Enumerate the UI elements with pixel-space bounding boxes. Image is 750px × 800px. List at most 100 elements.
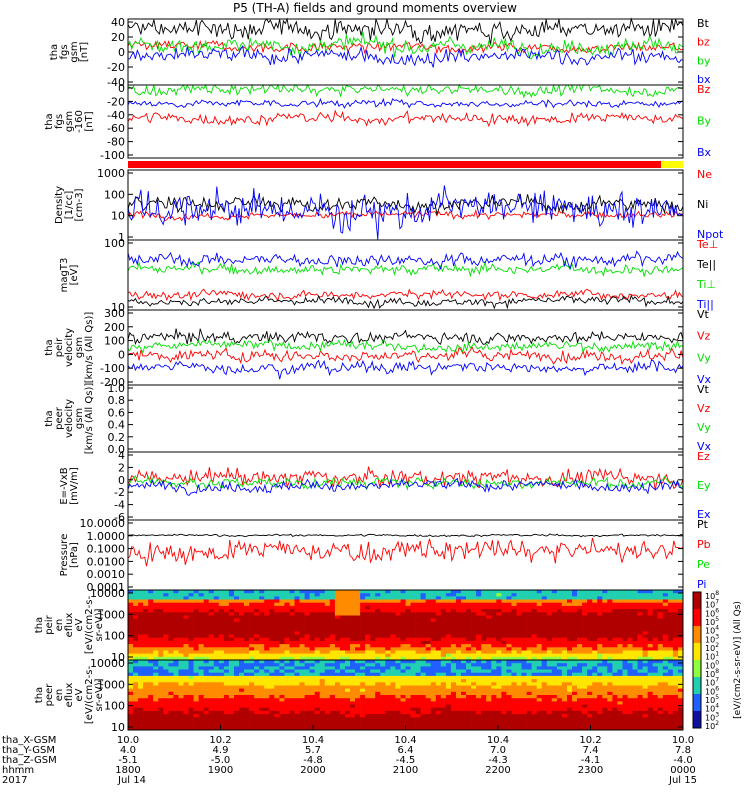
heat-cell <box>365 653 371 658</box>
heat-cell <box>410 656 416 661</box>
heat-cell <box>324 621 331 626</box>
heat-cell <box>264 679 270 683</box>
heat-cell <box>450 621 457 626</box>
heat-cell <box>183 618 189 623</box>
heat-cell <box>208 628 215 632</box>
heat-cell <box>259 628 265 632</box>
y-axis-label: velocity <box>64 399 75 438</box>
heat-cell <box>415 691 421 696</box>
heat-cell <box>612 644 618 648</box>
heat-cell <box>274 714 280 718</box>
heat-cell <box>642 615 648 620</box>
heat-cell <box>461 602 467 607</box>
heat-cell <box>420 704 426 709</box>
heat-cell <box>254 672 260 677</box>
heat-cell <box>218 605 225 610</box>
y-axis-label: [nT] <box>84 111 95 131</box>
heat-cell <box>319 682 326 686</box>
heat-cell <box>198 650 204 655</box>
heat-cell <box>143 612 149 616</box>
y-tick-label: 100 <box>104 237 125 250</box>
heat-cell <box>501 675 507 680</box>
heat-cell <box>345 599 351 604</box>
heat-cell <box>597 663 603 667</box>
heat-cell <box>314 682 321 686</box>
heat-cell <box>531 621 537 626</box>
heat-cell <box>678 647 684 651</box>
heat-cell <box>264 605 270 610</box>
heat-cell <box>420 596 426 600</box>
heat-cell <box>511 679 517 683</box>
heat-cell <box>244 691 250 696</box>
heat-cell <box>168 609 174 613</box>
heat-cell <box>405 602 411 607</box>
heat-cell <box>612 723 618 728</box>
heat-cell <box>536 593 543 597</box>
heat-cell <box>153 717 159 721</box>
heat-cell <box>486 653 492 658</box>
heat-cell <box>561 691 568 696</box>
heat-cell <box>435 717 442 721</box>
heat-cell <box>370 666 376 670</box>
heat-cell <box>531 612 537 616</box>
heat-cell <box>259 615 265 620</box>
heat-cell <box>511 717 517 721</box>
heat-cell <box>526 707 532 712</box>
heat-cell <box>239 675 245 680</box>
heat-cell <box>370 650 376 655</box>
heat-cell <box>193 605 199 610</box>
heat-cell <box>153 650 159 655</box>
heat-cell <box>279 656 285 661</box>
heat-cell <box>365 701 371 705</box>
heat-cell <box>385 621 391 626</box>
heat-cell <box>622 615 628 620</box>
heat-cell <box>234 644 240 648</box>
heat-cell <box>556 605 563 610</box>
heat-cell <box>239 621 245 626</box>
heat-cell <box>289 720 295 725</box>
heat-cell <box>183 640 189 645</box>
heat-cell <box>561 720 568 725</box>
heat-cell <box>486 669 492 674</box>
heat-cell <box>213 618 220 623</box>
heat-cell <box>279 640 285 645</box>
heat-cell <box>213 621 220 626</box>
heat-cell <box>319 590 326 594</box>
heat-cell <box>430 723 437 728</box>
heat-cell <box>456 663 462 667</box>
heat-cell <box>314 675 321 680</box>
heat-cell <box>168 682 174 686</box>
heat-cell <box>218 631 225 635</box>
heat-cell <box>597 682 603 686</box>
heat-cell <box>228 634 235 639</box>
heat-cell <box>461 675 467 680</box>
heat-cell <box>390 710 396 715</box>
heat-cell <box>304 647 310 651</box>
heat-cell <box>360 660 366 664</box>
heat-cell <box>405 637 411 642</box>
heat-cell <box>652 644 659 648</box>
heat-cell <box>269 593 275 597</box>
heat-cell <box>193 726 199 731</box>
heat-cell <box>491 726 497 731</box>
heat-cell <box>440 701 447 705</box>
heat-cell <box>294 628 300 632</box>
heat-cell <box>471 682 477 686</box>
heat-cell <box>526 618 532 623</box>
heat-cell <box>153 602 159 607</box>
heat-cell <box>284 631 290 635</box>
heat-cell <box>405 666 411 670</box>
heat-cell <box>153 701 159 705</box>
heat-cell <box>496 695 502 699</box>
heat-cell <box>274 707 280 712</box>
heat-cell <box>481 660 487 664</box>
heat-cell <box>360 717 366 721</box>
heat-cell <box>501 704 507 709</box>
heat-cell <box>228 663 235 667</box>
heat-cell <box>153 726 159 731</box>
heat-cell <box>466 688 472 693</box>
heat-cell <box>597 710 603 715</box>
heat-cell <box>526 672 532 677</box>
heat-cell <box>203 704 210 709</box>
heat-cell <box>299 618 305 623</box>
